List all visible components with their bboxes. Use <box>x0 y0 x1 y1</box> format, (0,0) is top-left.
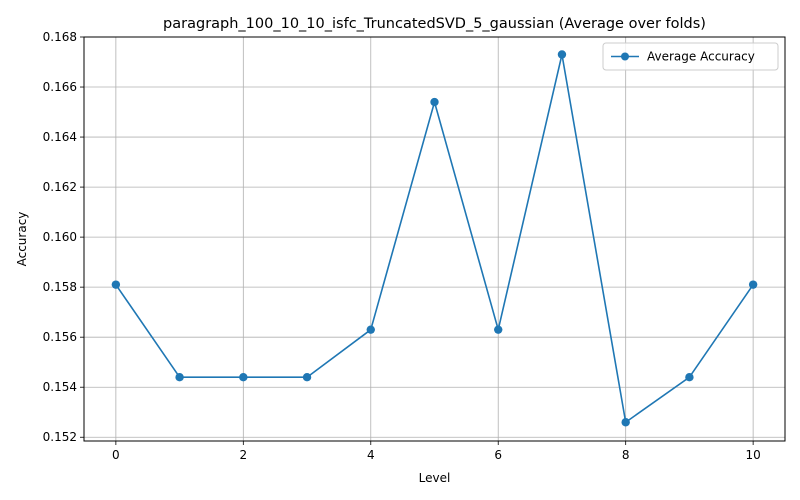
y-axis-label: Accuracy <box>15 212 29 267</box>
x-tick-label: 4 <box>367 448 375 462</box>
y-axis-ticks: 0.152 0.154 0.156 0.158 0.160 0.162 0.164 0.166… <box>43 30 84 444</box>
y-tick-label: 0.166 <box>43 80 77 94</box>
data-point <box>430 97 439 107</box>
data-point <box>366 325 375 334</box>
data-point <box>111 280 121 289</box>
y-tick-label: 0.156 <box>43 330 77 344</box>
y-tick-label: 0.154 <box>43 380 77 394</box>
legend: Average Accuracy <box>602 42 779 71</box>
legend-label: Average Accuracy <box>647 50 755 64</box>
y-tick-label: 0.168 <box>43 30 77 44</box>
chart-title: paragraph_100_10_10_isfc_TruncatedSVD_5_… <box>163 16 706 32</box>
data-point <box>685 373 694 382</box>
y-tick-label: 0.162 <box>43 180 77 194</box>
x-tick-label: 10 <box>745 448 760 462</box>
y-tick-label: 0.164 <box>43 130 77 144</box>
x-tick-label: 0 <box>112 448 120 462</box>
x-tick-label: 2 <box>239 448 247 462</box>
data-point <box>621 418 630 427</box>
data-point <box>557 50 567 59</box>
plot-area-frame <box>83 36 786 442</box>
x-axis-label: Level <box>419 471 451 485</box>
legend-box <box>602 42 779 71</box>
data-point <box>175 373 184 382</box>
data-point <box>748 280 758 289</box>
y-tick-label: 0.152 <box>43 430 77 444</box>
data-point <box>239 373 248 382</box>
x-axis-ticks: 0 2 4 6 8 10 <box>112 441 761 462</box>
legend-marker <box>621 52 629 61</box>
series-layer <box>111 50 758 427</box>
y-tick-label: 0.160 <box>43 230 77 244</box>
x-tick-label: 6 <box>494 448 502 462</box>
data-point <box>302 373 312 382</box>
grid-lines <box>84 36 785 441</box>
data-point <box>494 325 503 334</box>
x-tick-label: 8 <box>622 448 630 462</box>
y-tick-label: 0.158 <box>43 280 77 294</box>
